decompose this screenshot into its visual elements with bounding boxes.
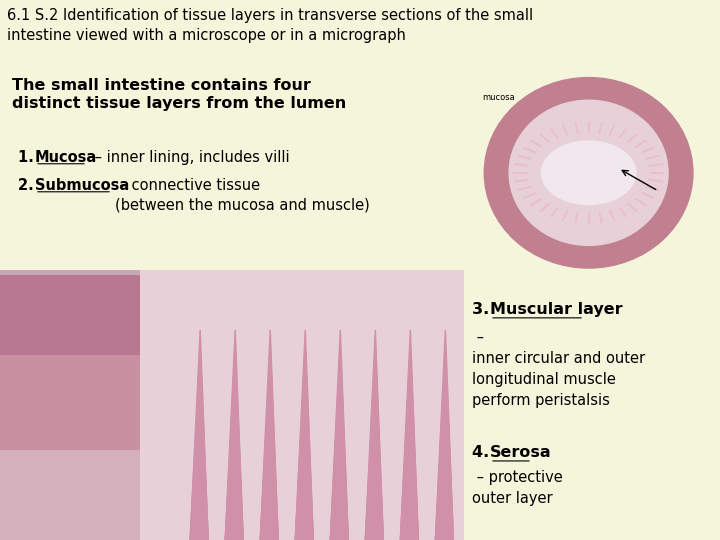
Text: Submucosa layer: Submucosa layer: [20, 293, 128, 306]
Text: Submucosa: Submucosa: [35, 178, 130, 193]
FancyBboxPatch shape: [0, 350, 180, 450]
Polygon shape: [295, 330, 313, 540]
Polygon shape: [436, 360, 454, 540]
Polygon shape: [225, 345, 243, 540]
Polygon shape: [225, 360, 243, 540]
Polygon shape: [400, 345, 418, 540]
Text: The small intestine contains four
distinct tissue layers from the lumen: The small intestine contains four distin…: [12, 78, 346, 111]
Text: Mucosa: Mucosa: [35, 150, 97, 165]
Ellipse shape: [541, 141, 636, 205]
Circle shape: [485, 78, 693, 268]
Text: Mucosa layer: Mucosa layer: [255, 348, 338, 361]
Polygon shape: [400, 360, 418, 540]
Polygon shape: [190, 360, 208, 540]
Text: –
inner circular and outer
longitudinal muscle
perform peristalsis: – inner circular and outer longitudinal …: [472, 330, 645, 408]
Text: mucosa: mucosa: [482, 93, 515, 102]
FancyBboxPatch shape: [5, 67, 460, 295]
Polygon shape: [330, 345, 348, 540]
Text: Muscular layer: Muscular layer: [490, 302, 623, 317]
Text: intestinal
glands: intestinal glands: [228, 481, 283, 509]
Polygon shape: [190, 345, 208, 540]
FancyBboxPatch shape: [465, 297, 720, 540]
Circle shape: [509, 100, 668, 245]
FancyBboxPatch shape: [0, 270, 464, 540]
Text: 3.: 3.: [472, 302, 495, 317]
Polygon shape: [330, 330, 348, 540]
Text: 2.: 2.: [18, 178, 39, 193]
Polygon shape: [330, 360, 348, 540]
Polygon shape: [400, 330, 418, 540]
Polygon shape: [225, 330, 243, 540]
Text: Serosa layer: Serosa layer: [20, 474, 98, 487]
Polygon shape: [260, 345, 278, 540]
Text: 6.1 S.2 Identification of tissue layers in transverse sections of the small
inte: 6.1 S.2 Identification of tissue layers …: [7, 8, 534, 43]
Polygon shape: [190, 330, 208, 540]
Text: 4.: 4.: [472, 445, 495, 460]
Polygon shape: [365, 360, 383, 540]
Text: Serosa: Serosa: [490, 445, 552, 460]
Text: 1.: 1.: [18, 150, 39, 165]
Polygon shape: [365, 330, 383, 540]
Polygon shape: [295, 345, 313, 540]
Text: – inner lining, includes villi: – inner lining, includes villi: [90, 150, 289, 165]
Polygon shape: [436, 330, 454, 540]
Polygon shape: [365, 345, 383, 540]
Polygon shape: [295, 360, 313, 540]
Polygon shape: [260, 360, 278, 540]
Text: Muscular layer: Muscular layer: [60, 403, 152, 416]
FancyBboxPatch shape: [140, 270, 464, 540]
Polygon shape: [436, 345, 454, 540]
Text: – connective tissue
(between the mucosa and muscle): – connective tissue (between the mucosa …: [115, 178, 370, 213]
Polygon shape: [260, 330, 278, 540]
FancyBboxPatch shape: [0, 440, 160, 540]
FancyBboxPatch shape: [0, 275, 200, 355]
Text: – protective
outer layer: – protective outer layer: [472, 470, 563, 506]
Text: villi: villi: [295, 313, 315, 326]
